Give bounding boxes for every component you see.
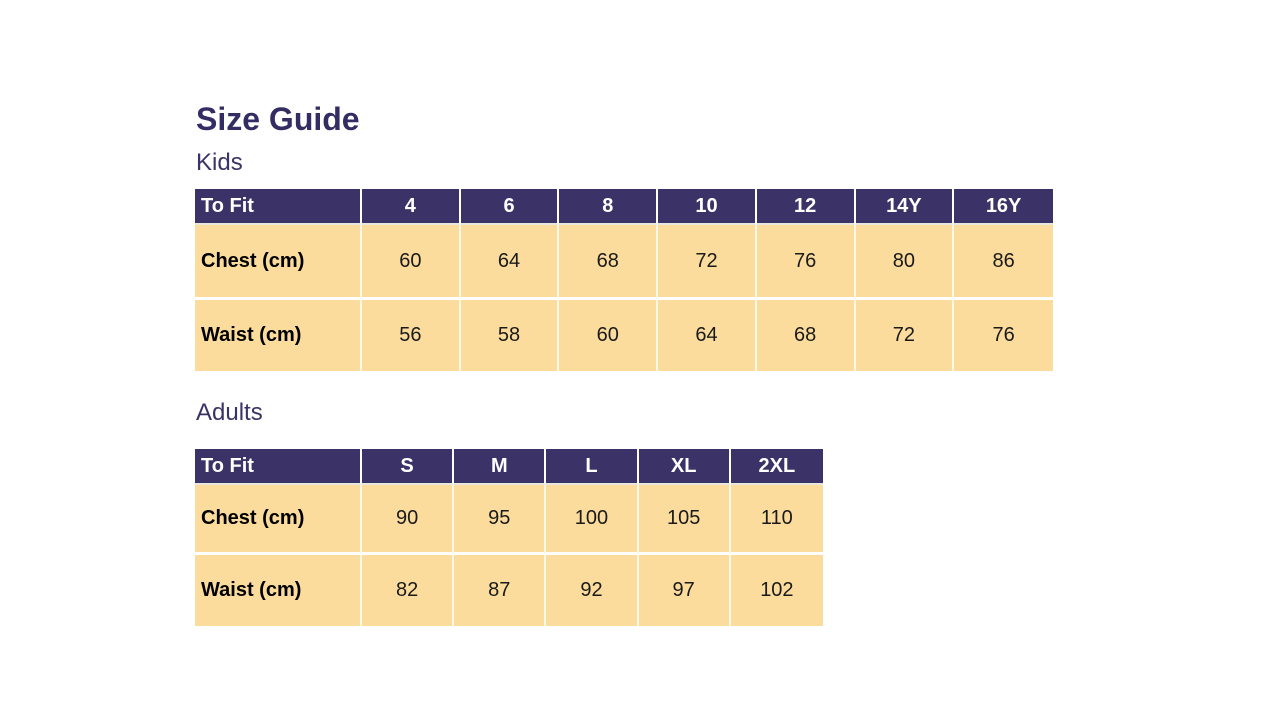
value-cell: 80 — [855, 225, 955, 300]
kids-header-cell-size-8: 8 — [559, 189, 659, 225]
value-cell: 100 — [546, 485, 639, 555]
value-cell: 64 — [460, 225, 560, 300]
value-cell: 90 — [362, 485, 455, 555]
kids-header-cell-size-6: 6 — [460, 189, 560, 225]
value-cell: 72 — [658, 225, 757, 300]
kids-header-cell-size-16y: 16Y — [954, 189, 1053, 225]
kids-header-cell-size-10: 10 — [658, 189, 757, 225]
value-cell: 76 — [954, 300, 1053, 371]
page-title: Size Guide — [196, 101, 360, 137]
kids-header-cell-size-12: 12 — [756, 189, 856, 225]
value-cell: 82 — [362, 555, 455, 626]
adults-header-cell-size-m: M — [454, 449, 547, 485]
adults-table-row-chest: Chest (cm) 90 95 100 105 110 — [195, 485, 823, 555]
value-cell: 86 — [954, 225, 1053, 300]
row-label-cell: Chest (cm) — [195, 225, 362, 300]
adults-header-cell-size-xl: XL — [638, 449, 731, 485]
adults-header-cell-to-fit: To Fit — [195, 449, 362, 485]
value-cell: 58 — [460, 300, 560, 371]
kids-header-cell-size-4: 4 — [362, 189, 461, 225]
value-cell: 68 — [559, 225, 659, 300]
value-cell: 72 — [855, 300, 955, 371]
adults-table-header-row: To Fit S M L XL 2XL — [195, 449, 823, 485]
row-label-cell: Waist (cm) — [195, 300, 362, 371]
value-cell: 87 — [454, 555, 547, 626]
value-cell: 110 — [730, 485, 823, 555]
value-cell: 92 — [546, 555, 639, 626]
kids-table-row-waist: Waist (cm) 56 58 60 64 68 72 76 — [195, 300, 1053, 371]
adults-header-cell-size-l: L — [546, 449, 639, 485]
value-cell: 102 — [730, 555, 823, 626]
kids-table-header-row: To Fit 4 6 8 10 12 14Y 16Y — [195, 189, 1053, 225]
kids-header-cell-size-14y: 14Y — [855, 189, 955, 225]
value-cell: 68 — [756, 300, 856, 371]
value-cell: 60 — [362, 225, 461, 300]
kids-table-row-chest: Chest (cm) 60 64 68 72 76 80 86 — [195, 225, 1053, 300]
value-cell: 56 — [362, 300, 461, 371]
adults-table-row-waist: Waist (cm) 82 87 92 97 102 — [195, 555, 823, 626]
value-cell: 76 — [756, 225, 856, 300]
adults-size-table: To Fit S M L XL 2XL Chest (cm) 90 95 100… — [195, 449, 823, 626]
row-label-cell: Chest (cm) — [195, 485, 362, 555]
value-cell: 60 — [559, 300, 659, 371]
value-cell: 105 — [638, 485, 731, 555]
value-cell: 97 — [638, 555, 731, 626]
adults-header-cell-size-2xl: 2XL — [730, 449, 823, 485]
kids-header-cell-to-fit: To Fit — [195, 189, 362, 225]
value-cell: 64 — [658, 300, 757, 371]
adults-header-cell-size-s: S — [362, 449, 455, 485]
section-label-kids: Kids — [196, 149, 243, 176]
row-label-cell: Waist (cm) — [195, 555, 362, 626]
kids-size-table: To Fit 4 6 8 10 12 14Y 16Y Chest (cm) 60… — [195, 189, 1053, 371]
value-cell: 95 — [454, 485, 547, 555]
section-label-adults: Adults — [196, 399, 263, 426]
